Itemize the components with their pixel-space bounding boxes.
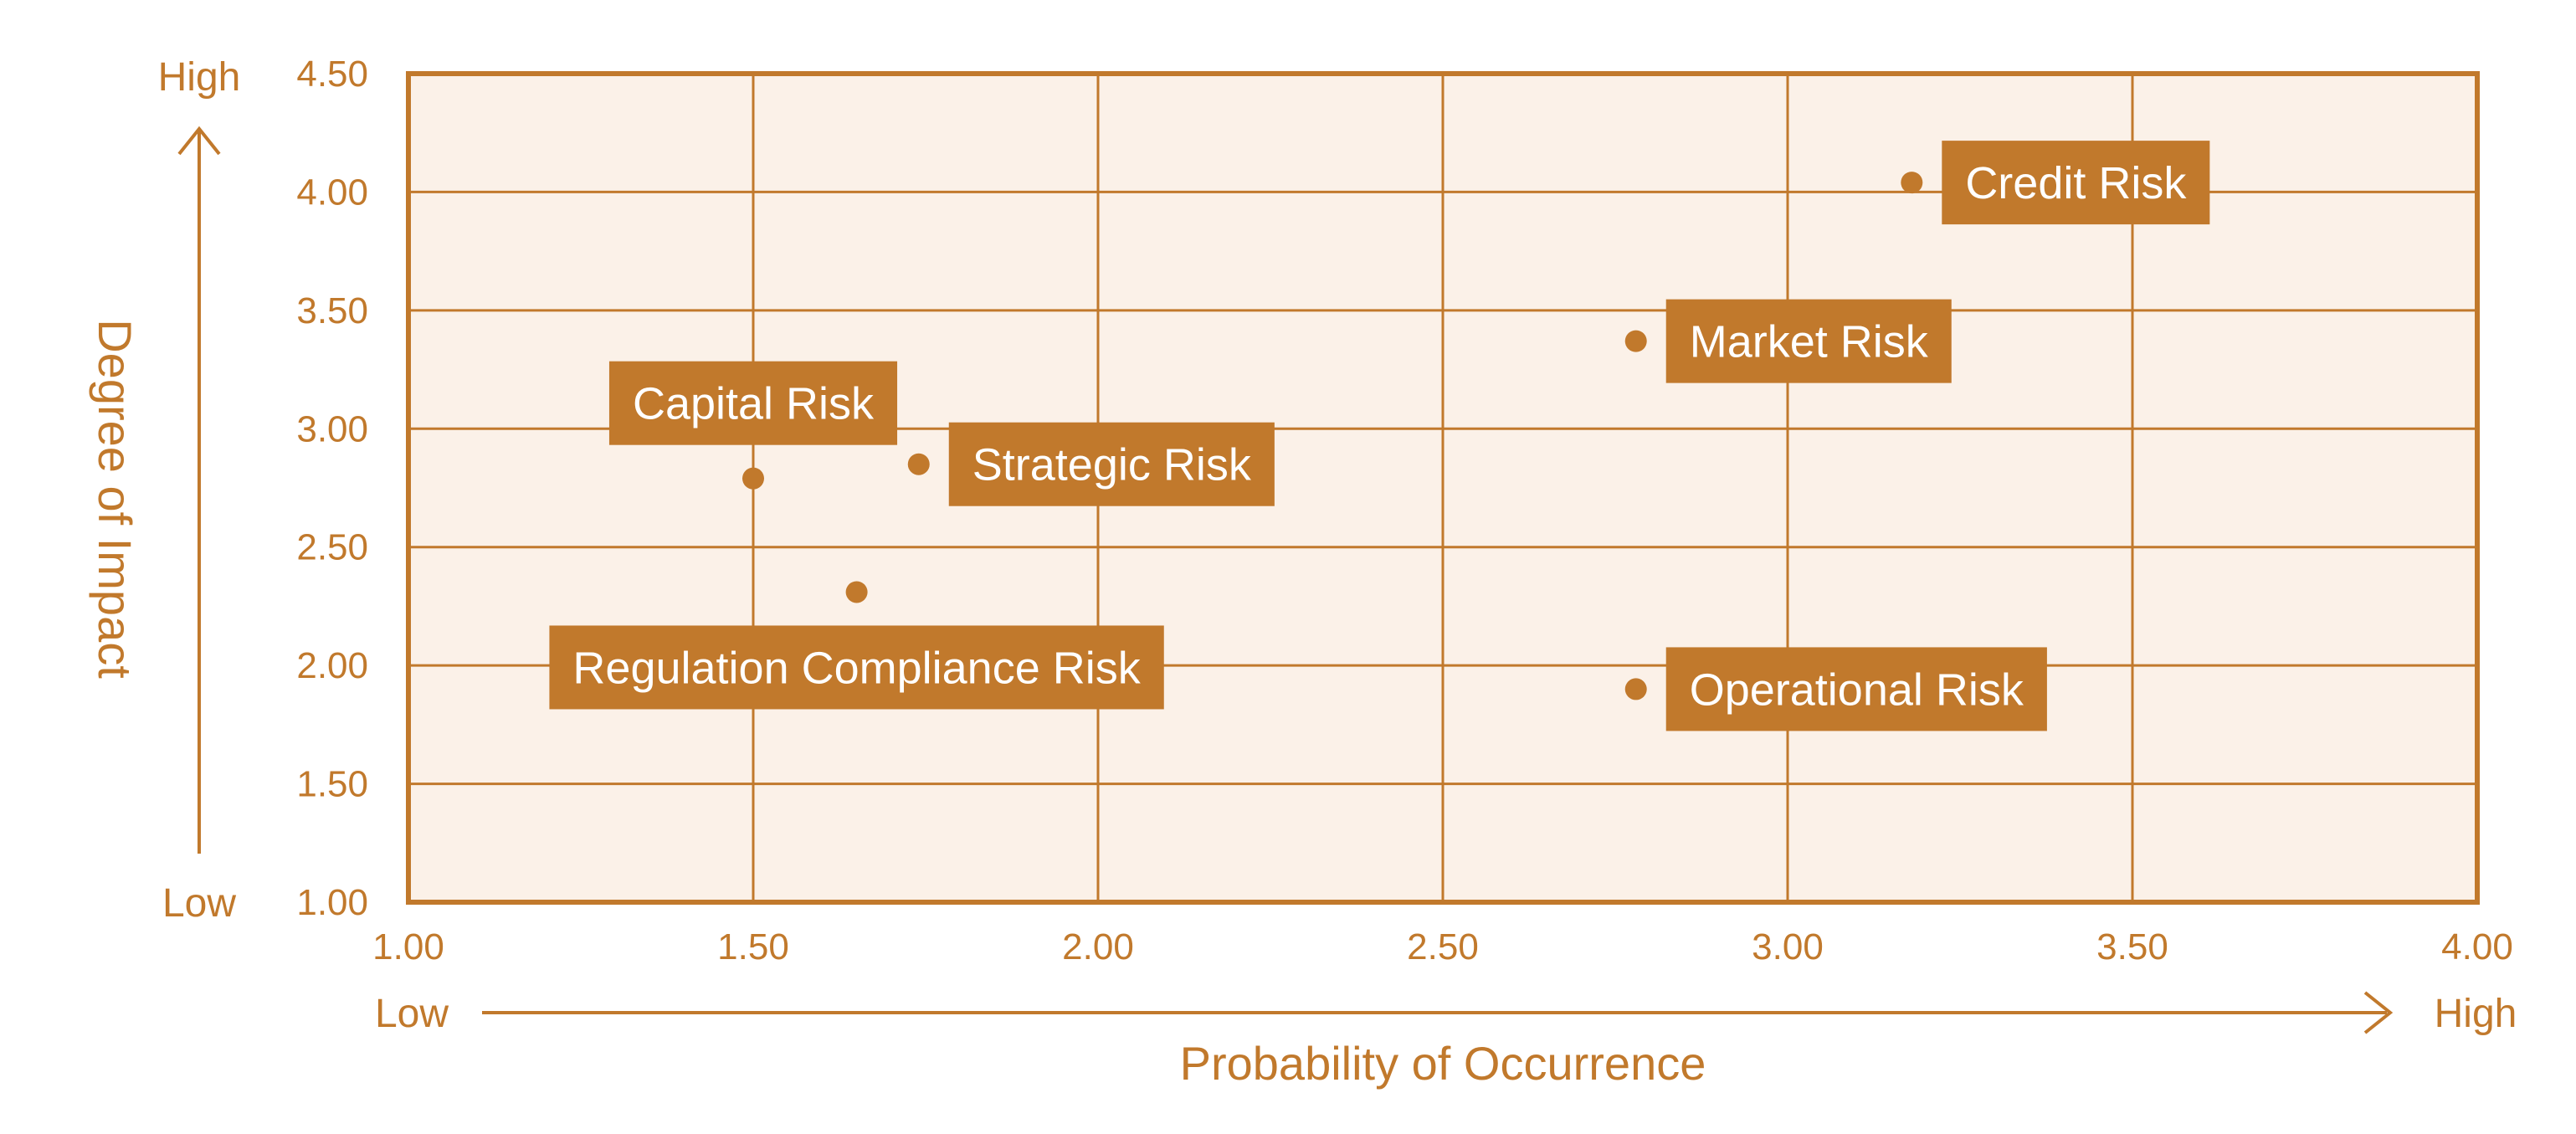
data-point-label: Operational Risk xyxy=(1690,664,2024,715)
point-credit-risk: Credit Risk xyxy=(1901,141,2210,225)
x-tick-label: 4.00 xyxy=(2441,926,2513,967)
data-points: Credit Risk Market Risk Strategic Risk Capi… xyxy=(549,141,2210,731)
data-point-label-box xyxy=(608,361,898,445)
y-tick-label: 4.50 xyxy=(296,54,368,95)
data-point-label: Market Risk xyxy=(1690,317,1929,367)
point-capital-risk: Capital Risk xyxy=(608,361,898,490)
y-tick-label: 2.50 xyxy=(296,527,368,568)
y-tick-label: 4.00 xyxy=(296,172,368,213)
x-low-label: Low xyxy=(375,992,449,1036)
data-point-marker xyxy=(907,453,930,475)
data-point-marker xyxy=(1901,172,1923,194)
data-point-label: Capital Risk xyxy=(633,379,875,429)
y-high-label: High xyxy=(158,55,241,100)
x-tick-label: 3.50 xyxy=(2096,926,2168,967)
x-tick-label: 3.00 xyxy=(1752,926,1824,967)
y-low-label: Low xyxy=(162,881,236,926)
x-axis-arrowhead-icon xyxy=(2363,991,2394,1034)
plot-frame xyxy=(406,71,2480,905)
y-tick-label: 1.50 xyxy=(296,764,368,805)
point-strategic-risk: Strategic Risk xyxy=(907,422,1275,506)
x-tick-label: 2.00 xyxy=(1062,926,1134,967)
point-market-risk: Market Risk xyxy=(1624,299,1952,383)
y-tick-label: 3.00 xyxy=(296,408,368,449)
y-axis-title: Degree of Impact xyxy=(89,319,141,679)
y-tick-labels: 1.00 1.50 2.00 2.50 3.00 3.50 4.00 4.50 xyxy=(296,54,368,923)
y-tick-label: 1.00 xyxy=(296,882,368,923)
x-tick-label: 1.50 xyxy=(717,926,789,967)
x-high-label: High xyxy=(2435,992,2517,1036)
data-point-marker xyxy=(742,467,764,490)
data-point-label-box xyxy=(1665,299,1952,383)
x-axis-title: Probability of Occurrence xyxy=(1180,1037,1706,1090)
y-axis-arrowhead-icon xyxy=(177,126,221,156)
data-point-label: Credit Risk xyxy=(1965,158,2187,208)
data-point-marker xyxy=(845,581,868,603)
data-point-label: Regulation Compliance Risk xyxy=(572,643,1141,693)
data-point-label-box xyxy=(948,422,1275,506)
x-tick-label: 2.50 xyxy=(1407,926,1479,967)
x-tick-labels: 1.00 1.50 2.00 2.50 3.00 3.50 4.00 xyxy=(372,926,2513,967)
y-tick-label: 3.50 xyxy=(296,290,368,331)
data-point-label-box xyxy=(549,625,1164,710)
data-point-marker xyxy=(1624,330,1647,352)
point-regulation-compliance-risk: Regulation Compliance Risk xyxy=(549,581,1164,710)
data-point-marker xyxy=(1624,678,1647,700)
data-point-label: Strategic Risk xyxy=(972,440,1252,490)
point-operational-risk: Operational Risk xyxy=(1624,647,2047,731)
data-point-label-box xyxy=(1942,141,2210,225)
x-tick-label: 1.00 xyxy=(372,926,444,967)
y-tick-label: 2.00 xyxy=(296,645,368,686)
data-point-label-box xyxy=(1665,647,2047,731)
